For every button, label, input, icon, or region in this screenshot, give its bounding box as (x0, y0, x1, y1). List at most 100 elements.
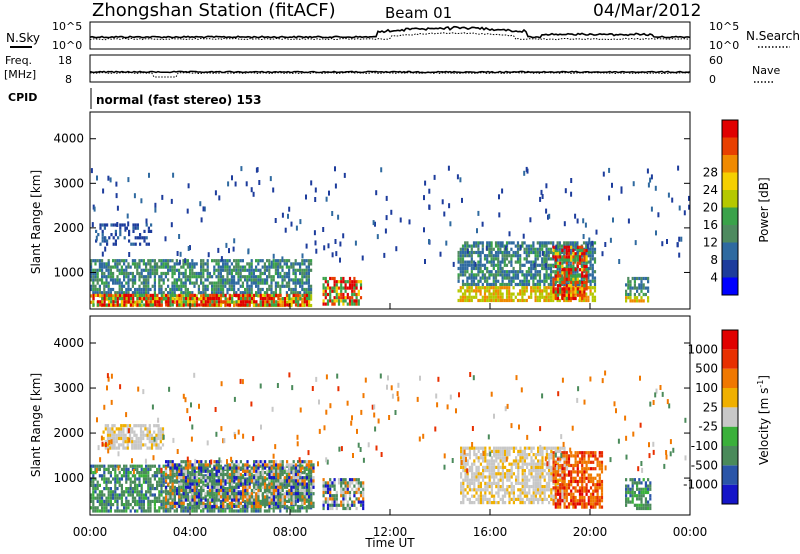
echo-cell (109, 506, 112, 510)
echo-cell (224, 482, 227, 486)
echo-cell (348, 302, 352, 306)
echo-cell (220, 488, 223, 493)
echo-cell (270, 300, 273, 304)
echo-cell (556, 245, 560, 249)
noise-search-trace (89, 32, 691, 41)
echo-cell (342, 500, 345, 504)
echo-cell (226, 463, 229, 467)
echo-cell (324, 296, 327, 300)
echo-cell (457, 289, 460, 293)
echo-cell (96, 293, 100, 297)
echo-cell (158, 480, 161, 484)
echo-cell (92, 303, 95, 307)
echo-cell (92, 496, 95, 500)
echo-cell (281, 256, 284, 262)
echo-cell (156, 262, 159, 266)
echo-cell (116, 265, 119, 269)
echo-cell (118, 471, 121, 475)
echo-cell (331, 481, 334, 485)
echo-cell (593, 279, 597, 283)
echo-cell (477, 247, 480, 251)
echo-cell (99, 242, 102, 246)
echo-cell (246, 483, 249, 487)
echo-cell (134, 262, 137, 266)
echo-cell (95, 239, 98, 243)
echo-cell (215, 466, 218, 470)
echo-cell (536, 279, 539, 283)
echo-cell (193, 300, 196, 304)
echo-cell (213, 284, 216, 288)
echo-cell (253, 485, 256, 489)
echo-cell (239, 278, 242, 282)
echo-cell (120, 284, 123, 288)
echo-cell (423, 227, 425, 233)
echo-cell (303, 469, 306, 473)
echo-cell (224, 278, 227, 282)
echo-cell (571, 289, 575, 293)
echo-cell (120, 291, 123, 295)
echo-cell (483, 266, 487, 271)
echo-cell (90, 464, 93, 468)
echo-cell (294, 271, 297, 276)
echo-cell (147, 284, 150, 288)
echo-cell (505, 273, 509, 277)
echo-cell (288, 303, 291, 307)
echo-cell (342, 302, 345, 306)
echo-cell (572, 258, 575, 262)
echo-cell (109, 480, 112, 484)
echo-cell (215, 297, 218, 301)
echo-cell (561, 293, 564, 297)
echo-cell (176, 504, 179, 509)
echo-cell (125, 496, 128, 500)
echo-cell (274, 265, 277, 269)
echo-cell (145, 218, 148, 224)
echo-cell (165, 504, 168, 509)
echo-cell (136, 294, 139, 298)
echo-cell (131, 493, 134, 497)
echo-cell (266, 265, 269, 269)
echo-cell (118, 262, 121, 266)
echo-cell (567, 258, 571, 262)
echo-cell (348, 276, 352, 281)
echo-cell (545, 247, 548, 251)
echo-cell (173, 474, 176, 478)
echo-cell (120, 477, 123, 481)
echo-cell (233, 504, 236, 509)
echo-cell (226, 490, 229, 494)
echo-cell (344, 481, 347, 485)
echo-cell (329, 497, 332, 501)
echo-cell (477, 286, 480, 290)
echo-cell (497, 286, 500, 290)
echo-cell (209, 476, 212, 480)
echo-cell (114, 293, 117, 297)
echo-cell (142, 281, 145, 285)
echo-cell (248, 504, 251, 509)
echo-cell (340, 283, 343, 287)
echo-cell (340, 289, 343, 293)
echo-cell (279, 469, 282, 473)
echo-cell (275, 485, 278, 489)
echo-cell (114, 474, 117, 478)
echo-cell (333, 276, 336, 281)
echo-cell (468, 488, 471, 492)
echo-cell (233, 293, 236, 297)
echo-cell (572, 274, 575, 278)
echo-cell (180, 287, 183, 292)
echo-cell (101, 265, 104, 269)
echo-cell (189, 293, 192, 297)
echo-cell (96, 278, 99, 282)
echo-cell (565, 248, 568, 253)
echo-cell (301, 506, 304, 510)
echo-cell (138, 493, 141, 497)
echo-cell (250, 187, 253, 193)
echo-cell (640, 276, 643, 281)
echo-cell (101, 281, 104, 285)
echo-cell (138, 490, 141, 494)
echo-cell (158, 297, 161, 301)
echo-cell (270, 287, 273, 292)
echo-cell (461, 273, 465, 277)
echo-cell (202, 485, 205, 489)
echo-cell (576, 258, 579, 262)
echo-cell (342, 503, 345, 507)
echo-cell (525, 276, 528, 280)
